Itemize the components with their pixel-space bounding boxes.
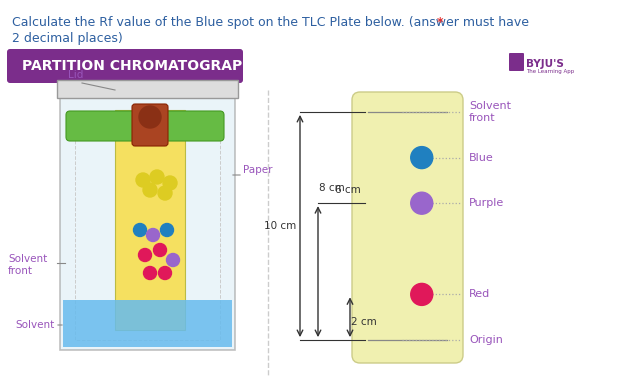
Circle shape [150,170,164,184]
Circle shape [158,267,171,279]
Text: Lid: Lid [68,70,84,80]
Text: The Learning App: The Learning App [526,69,574,74]
FancyBboxPatch shape [352,92,463,363]
Text: BYJU'S: BYJU'S [526,59,564,69]
Text: 6 cm: 6 cm [335,185,360,195]
Text: Calculate the Rf value of the Blue spot on the TLC Plate below. (answer must hav: Calculate the Rf value of the Blue spot … [12,16,533,29]
Circle shape [136,173,150,187]
Circle shape [134,223,146,237]
Text: *: * [436,16,443,29]
Circle shape [139,106,161,128]
Circle shape [163,176,177,190]
Circle shape [144,267,156,279]
Text: 8 cm: 8 cm [319,183,345,193]
Text: 10 cm: 10 cm [264,221,296,231]
Text: 2 decimal places): 2 decimal places) [12,32,122,45]
Circle shape [139,248,151,262]
Circle shape [161,223,173,237]
FancyBboxPatch shape [509,53,524,71]
Text: Origin: Origin [469,335,503,345]
Text: Solvent
front: Solvent front [8,254,47,276]
Text: Blue: Blue [469,152,494,163]
Text: 2 cm: 2 cm [351,317,377,327]
FancyBboxPatch shape [7,49,243,83]
FancyBboxPatch shape [132,104,168,146]
Bar [60,95,235,350]
Bar [57,80,238,98]
Bar [115,110,185,330]
Circle shape [411,283,433,305]
Circle shape [143,183,157,197]
Circle shape [146,229,160,241]
Text: PARTITION CHROMATOGRAPHY: PARTITION CHROMATOGRAPHY [22,59,264,73]
Text: Solvent
front: Solvent front [469,101,511,123]
Text: Red: Red [469,289,490,300]
Circle shape [158,186,172,200]
Text: Solvent: Solvent [15,320,54,330]
Bar [63,300,232,347]
Circle shape [411,192,433,214]
Circle shape [166,253,180,267]
Text: Paper: Paper [243,165,273,175]
Circle shape [153,244,166,256]
Circle shape [411,147,433,169]
Bar [75,115,220,340]
Text: Purple: Purple [469,198,504,208]
FancyBboxPatch shape [66,111,224,141]
